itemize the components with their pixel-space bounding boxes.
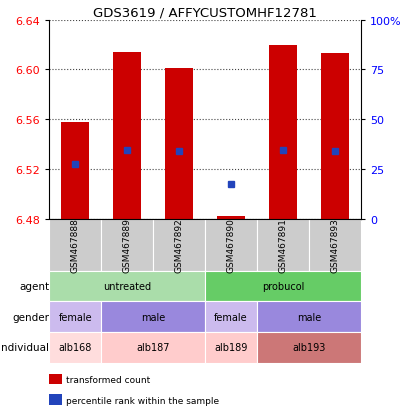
Bar	[153, 219, 204, 271]
Text: alb168: alb168	[58, 343, 92, 353]
Text: GSM467892: GSM467892	[174, 218, 183, 273]
Bar	[49, 374, 62, 385]
Text: transformed count: transformed count	[66, 375, 150, 384]
Text: alb189: alb189	[214, 343, 247, 353]
Bar	[49, 219, 101, 271]
Bar	[101, 219, 153, 271]
Text: gender: gender	[12, 312, 49, 322]
Title: GDS3619 / AFFYCUSTOMHF12781: GDS3619 / AFFYCUSTOMHF12781	[93, 7, 316, 19]
Text: alb193: alb193	[292, 343, 325, 353]
Text: agent: agent	[19, 281, 49, 292]
Text: male: male	[296, 312, 320, 322]
Text: GSM467890: GSM467890	[226, 218, 235, 273]
Bar	[216, 216, 245, 219]
Text: alb187: alb187	[136, 343, 169, 353]
Text: GSM467891: GSM467891	[278, 218, 287, 273]
Bar	[204, 219, 256, 271]
Text: individual: individual	[0, 343, 49, 353]
Bar	[49, 271, 204, 302]
Bar	[256, 302, 360, 332]
Bar	[101, 332, 204, 363]
Bar	[49, 302, 101, 332]
Text: male: male	[141, 312, 165, 322]
Bar	[204, 271, 360, 302]
Text: GSM467889: GSM467889	[122, 218, 131, 273]
Bar	[164, 69, 193, 219]
Polygon shape	[51, 338, 57, 357]
Bar	[61, 122, 89, 219]
Bar	[112, 53, 141, 219]
Bar	[49, 332, 101, 363]
Bar	[49, 394, 62, 405]
Text: GSM467893: GSM467893	[330, 218, 339, 273]
Bar	[204, 302, 256, 332]
Bar	[101, 302, 204, 332]
Bar	[256, 332, 360, 363]
Polygon shape	[51, 308, 57, 326]
Text: untreated: untreated	[103, 281, 151, 292]
Text: percentile rank within the sample: percentile rank within the sample	[66, 396, 219, 405]
Bar	[268, 45, 297, 219]
Bar	[256, 219, 308, 271]
Polygon shape	[51, 277, 57, 296]
Bar	[204, 332, 256, 363]
Text: female: female	[213, 312, 247, 322]
Text: GSM467888: GSM467888	[70, 218, 79, 273]
Text: probucol: probucol	[261, 281, 303, 292]
Text: female: female	[58, 312, 92, 322]
Bar	[308, 219, 360, 271]
Bar	[320, 54, 348, 219]
